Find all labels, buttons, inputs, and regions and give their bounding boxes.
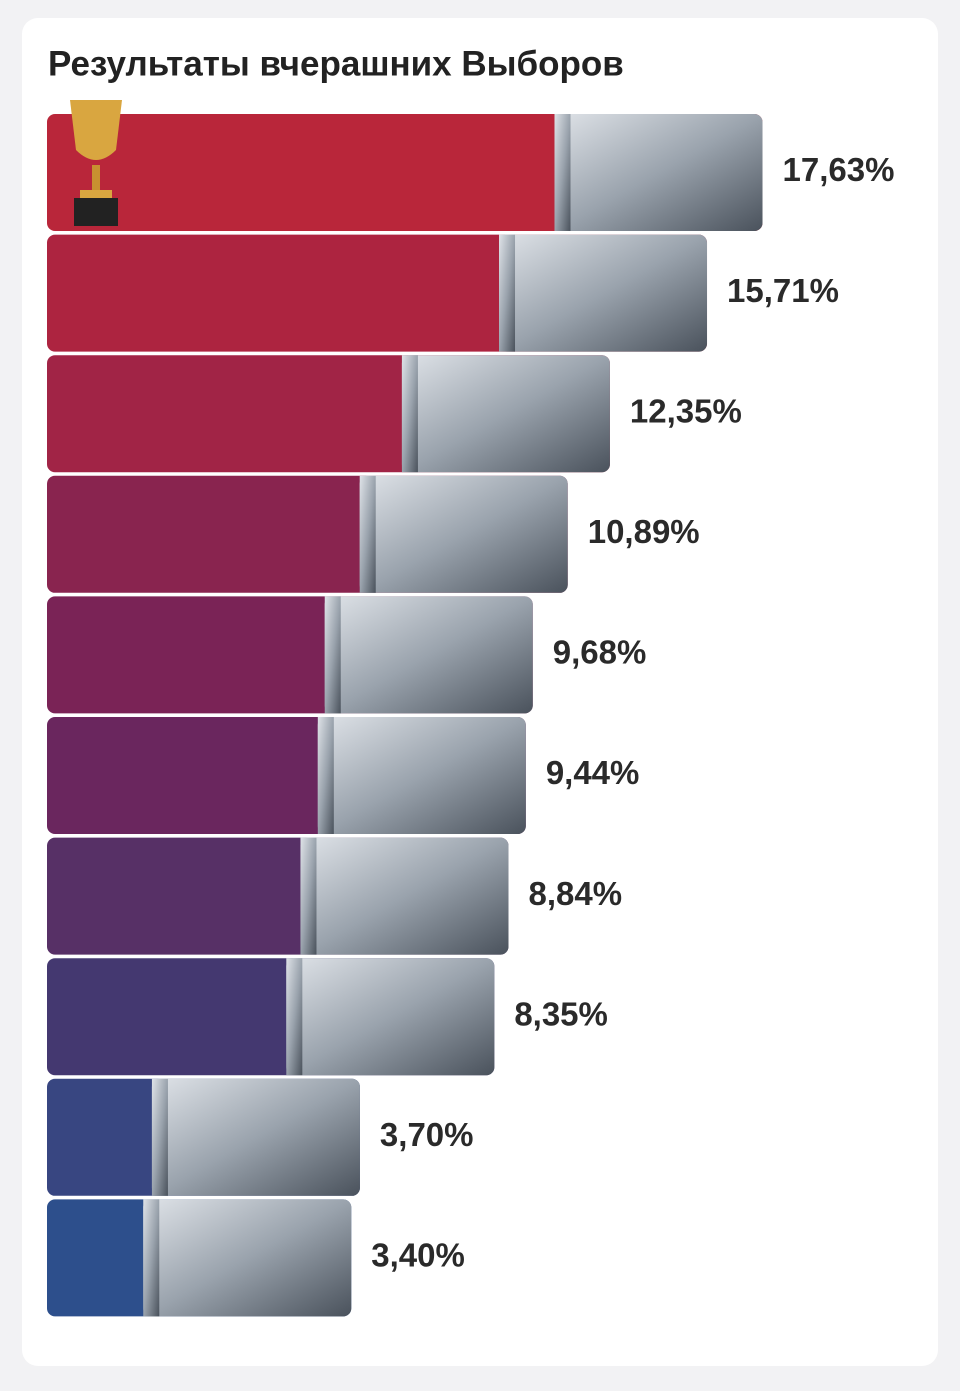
value-label: 9,44% xyxy=(546,754,640,791)
bar-photo xyxy=(554,114,763,231)
value-label: 3,70% xyxy=(380,1116,474,1153)
bar-photo xyxy=(151,1078,360,1196)
value-label: 3,40% xyxy=(371,1237,465,1274)
value-label: 17,63% xyxy=(783,151,895,188)
bar-photo xyxy=(324,596,341,714)
bar-photo xyxy=(317,717,526,834)
bar-photo xyxy=(359,475,376,593)
bar-photo xyxy=(499,234,708,352)
value-label: 8,35% xyxy=(514,995,608,1032)
value-label: 9,68% xyxy=(553,634,647,671)
value-label: 8,84% xyxy=(528,875,622,912)
bar-photo xyxy=(401,355,418,473)
trophy xyxy=(70,100,122,226)
bar-photo xyxy=(401,355,610,473)
value-label: 15,71% xyxy=(727,272,839,309)
value-label: 12,35% xyxy=(630,392,742,429)
bar-photo xyxy=(286,958,303,1076)
bar-photo xyxy=(317,717,334,834)
bar-photo xyxy=(143,1199,160,1317)
bar-photo xyxy=(286,958,495,1076)
bar-photo xyxy=(151,1078,168,1196)
bar-photo xyxy=(554,114,571,231)
value-label: 10,89% xyxy=(588,513,700,550)
bar-photo xyxy=(499,234,516,352)
bar-photo xyxy=(324,596,533,714)
bar-photo xyxy=(300,837,509,955)
bar-photo xyxy=(300,837,317,955)
chart-title: Результаты вчерашних Выборов xyxy=(48,44,624,83)
bars: 17,63% 15,71% 12,35% 10,89% 9,68% 9,44% 8,84% 8… xyxy=(47,114,895,1317)
bar-photo xyxy=(143,1199,352,1317)
bar-photo xyxy=(359,475,568,593)
